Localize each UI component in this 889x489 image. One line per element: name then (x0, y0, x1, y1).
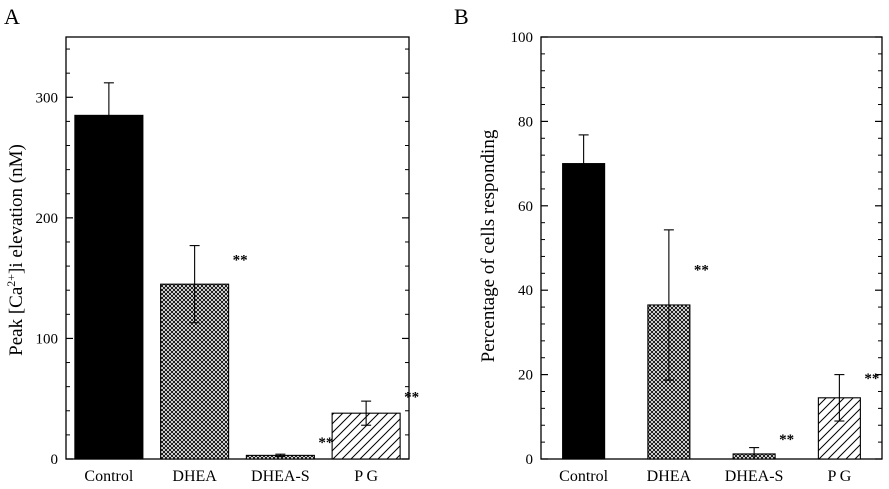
panel-b-bar-control (562, 163, 606, 460)
panel-a-x-tick-label: P G (354, 468, 378, 485)
panel-b-x-tick-label: P G (827, 468, 851, 485)
panel-b-y-tick-label: 80 (518, 114, 533, 130)
panel-a-x-tick-label: DHEA-S (251, 468, 310, 485)
panel-a-significance-marker: ** (318, 435, 333, 451)
panel-b-y-tick-label: 40 (518, 283, 533, 299)
panel-b-y-tick-label: 20 (518, 368, 533, 384)
panel-a-x-tick-label: Control (84, 468, 133, 485)
panel-b-y-axis-label: Percentage of cells responding (478, 129, 499, 362)
panel-b-y-tick-label: 0 (526, 452, 534, 468)
panel-a-bar-control (74, 114, 144, 460)
panel-a-y-axis-label: Peak [Ca2+]i elevation (nM) (4, 144, 27, 356)
panel-a-y-tick-label: 200 (36, 211, 59, 227)
panel-a-significance-marker: ** (233, 253, 248, 269)
panel-b-y-tick-label: 60 (518, 199, 533, 215)
panel-b-significance-marker: ** (864, 371, 879, 387)
panel-a-y-tick-label: 100 (36, 331, 59, 347)
panel-b-significance-marker: ** (779, 432, 794, 448)
panel-a-y-tick-label: 300 (36, 90, 59, 106)
panel-b-x-tick-label: Control (559, 468, 608, 485)
panel-b-x-tick-label: DHEA (647, 468, 692, 485)
panel-b-x-tick-label: DHEA-S (725, 468, 784, 485)
panel-a-plot-frame (65, 36, 410, 460)
panel-a-y-tick-label: 0 (51, 452, 59, 468)
panel-a-x-tick-label: DHEA (172, 468, 217, 485)
panel-b-y-tick-label: 100 (511, 30, 534, 46)
panel-b-chart: B 0 20 40 60 80 100 Control DHEA DHEA-S P G ** ** *… (454, 4, 883, 485)
panel-a-significance-marker: ** (404, 390, 419, 406)
panel-a-letter: A (4, 4, 20, 29)
panel-b-significance-marker: ** (694, 262, 709, 278)
panel-b-plot-frame (540, 36, 883, 460)
panel-b-letter: B (454, 4, 469, 29)
